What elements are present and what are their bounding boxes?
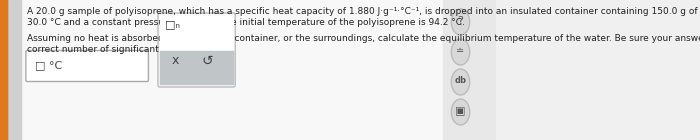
- Bar: [160, 16, 233, 50]
- Bar: [160, 51, 233, 84]
- Text: □ₙ: □ₙ: [165, 19, 180, 29]
- Bar: [0, 0, 7, 140]
- Bar: [21, 0, 443, 140]
- Text: x: x: [172, 54, 178, 67]
- Bar: [443, 0, 496, 140]
- FancyBboxPatch shape: [26, 51, 148, 81]
- Circle shape: [452, 39, 470, 65]
- FancyBboxPatch shape: [158, 13, 235, 87]
- Text: ?: ?: [458, 16, 463, 26]
- Text: db: db: [454, 76, 466, 85]
- Text: correct number of significant digits.: correct number of significant digits.: [27, 45, 190, 54]
- Circle shape: [452, 9, 470, 35]
- Circle shape: [452, 69, 470, 95]
- Bar: [0, 0, 21, 140]
- Text: 30.0 °C and a constant pressure of 1 atm. The initial temperature of the polyiso: 30.0 °C and a constant pressure of 1 atm…: [27, 18, 465, 27]
- Text: ▣: ▣: [455, 106, 466, 116]
- Text: Assuming no heat is absorbed from or by the container, or the surroundings, calc: Assuming no heat is absorbed from or by …: [27, 34, 700, 43]
- Text: A 20.0 g sample of polyisoprene, which has a specific heat capacity of 1.880 J·g: A 20.0 g sample of polyisoprene, which h…: [27, 7, 700, 16]
- Text: ≐: ≐: [456, 46, 465, 56]
- Circle shape: [452, 99, 470, 125]
- Text: □ °C: □ °C: [36, 60, 63, 70]
- Bar: [0, 0, 7, 140]
- Text: ↺: ↺: [202, 54, 214, 68]
